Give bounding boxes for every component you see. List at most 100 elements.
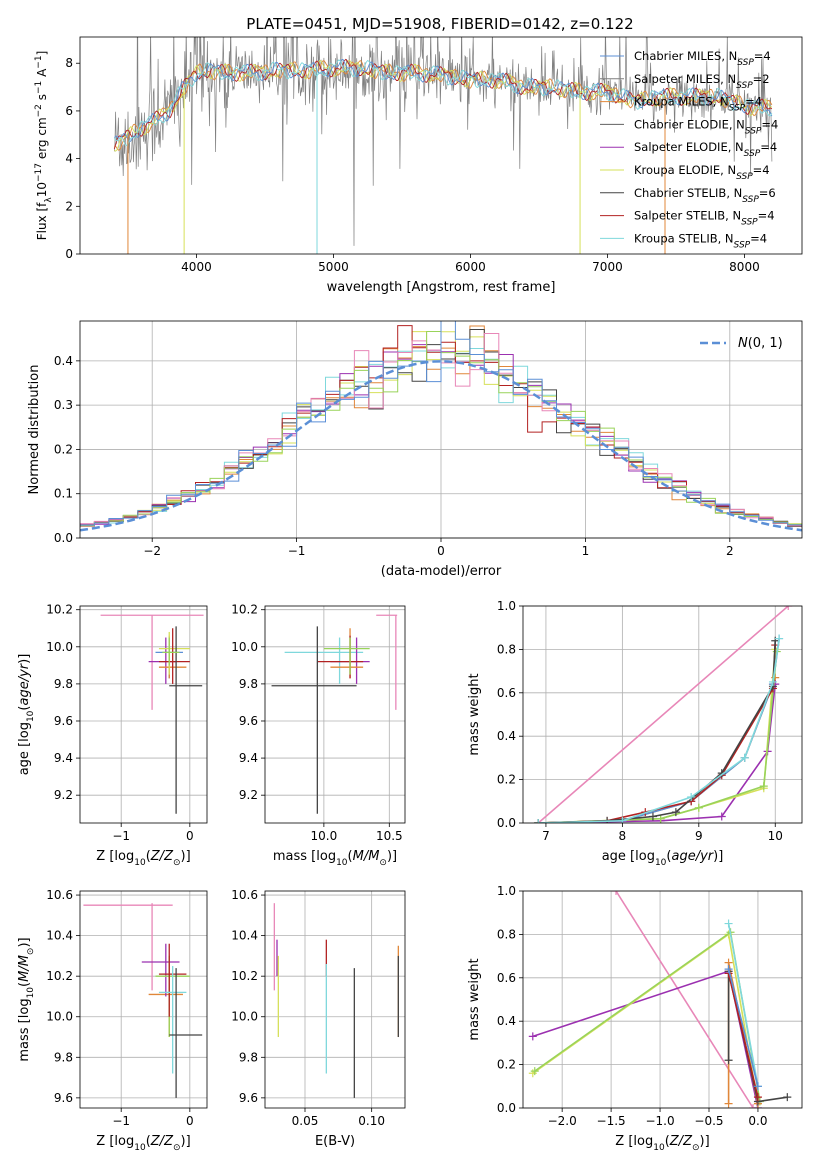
mass_weight_vs_Z-series: [615, 891, 754, 1108]
mass_weight_vs_age-ylabel: mass weight: [467, 673, 482, 755]
mass_vs_Z-grid: [80, 891, 207, 1108]
y-tick-label: 1.0: [497, 884, 516, 898]
mass_weight_vs_age-lines: [534, 606, 793, 823]
spectrum-model-salpeter_stelib: [113, 58, 773, 150]
mass_weight_vs_age-marker: [784, 606, 793, 610]
x-tick-label: 7000: [592, 260, 623, 274]
label-part: Z/Z: [150, 849, 174, 864]
label-part: (: [17, 706, 32, 711]
residual-hist-chabrier_miles: [80, 321, 802, 529]
label-part: )]: [387, 849, 397, 864]
x-tick-label: 10: [768, 829, 783, 843]
mass_vs_EBV-axes: 0.05 0.10 9.6 9.8 10.0 10.2 10.4 10.6: [231, 888, 405, 1128]
label-part: Chabrier STELIB, N: [634, 186, 742, 200]
label-part: ⊙: [26, 948, 36, 956]
label-part: Z/Z: [150, 1134, 174, 1149]
mass_weight_vs_age-series: [538, 638, 780, 823]
label-part: Z [: [96, 849, 114, 864]
label-part: )]: [713, 849, 723, 864]
y-tick-label: 0.8: [497, 927, 516, 941]
mass_vs_EBV-points: [273, 903, 399, 1098]
residuals-ylabel: Normed distribution: [27, 365, 42, 495]
mass_weight_vs_Z-marker: [724, 1056, 733, 1065]
mass_weight_vs_Z-marker: [724, 919, 733, 928]
y-tick-label: 0.2: [497, 1058, 516, 1072]
label-part: Salpeter ELODIE, N: [634, 140, 744, 154]
x-tick-label: 0.10: [358, 1114, 385, 1128]
label-part: erg cm: [35, 117, 49, 163]
label-part: =4: [758, 209, 775, 223]
y-tick-label: 9.6: [54, 1091, 73, 1105]
mass_weight_vs_Z-marker: [612, 891, 620, 895]
label-part: s: [35, 94, 49, 104]
mass_weight_vs_age-marker: [768, 677, 777, 686]
label-part: )]: [17, 937, 32, 947]
y-tick-label: 0.0: [497, 1101, 516, 1115]
label-part: SSP: [734, 240, 751, 250]
y-tick-label: 9.6: [239, 1091, 258, 1105]
label-part: SSP: [745, 126, 762, 136]
label-part: Z [: [96, 1134, 114, 1149]
x-tick-label: 0: [186, 1114, 194, 1128]
label-part: (: [146, 1134, 151, 1149]
label-part: Kroupa STELIB, N: [634, 231, 734, 245]
label-part: −2: [34, 104, 44, 117]
mass_weight_vs_age-marker: [775, 634, 784, 643]
y-tick-label: 8: [65, 56, 73, 70]
label-part: log: [633, 1134, 653, 1149]
label-part: M/M: [353, 849, 380, 864]
mass_weight_vs_Z-ticks: −2.0 −1.5 −1.0 −0.5 0.0 0.0 0.2 0.4 0.6 0.8 1.0: [497, 884, 768, 1128]
label-part: Salpeter STELIB, N: [634, 209, 741, 223]
mass_weight_vs_age-marker: [694, 803, 703, 812]
label-part: −17: [34, 163, 44, 182]
label-part: =4: [760, 140, 777, 154]
x-tick-label: 0: [437, 544, 445, 558]
y-tick-label: 2: [65, 199, 73, 213]
label-part: =4: [761, 117, 778, 131]
label-part: 10: [134, 1143, 146, 1153]
mass_weight_vs_age-marker: [534, 819, 543, 823]
x-tick-label: −2.0: [548, 1114, 577, 1128]
label-part: N: [738, 336, 748, 351]
age_vs_mass-grid: [265, 606, 405, 823]
y-tick-label: 10.2: [46, 603, 73, 617]
label-part: (: [666, 849, 671, 864]
label-part: Kroupa MILES, N: [634, 95, 729, 109]
label-part: (: [146, 849, 151, 864]
legend-entry: N(0, 1): [738, 336, 783, 351]
x-tick-label: −0.5: [694, 1114, 723, 1128]
spectrum-model-kroupa_stelib: [113, 59, 773, 147]
age_vs_Z-xlabel: Z [log10(Z/Z⊙)]: [96, 849, 190, 868]
label-part: age [: [602, 849, 635, 864]
label-part: 10: [26, 987, 36, 999]
x-tick-label: 8: [619, 829, 627, 843]
y-tick-label: 0.6: [497, 686, 516, 700]
y-tick-label: 10.6: [231, 888, 258, 902]
label-part: ⊙: [173, 858, 181, 868]
age_vs_Z-frame: [79, 605, 208, 824]
y-tick-label: 0.4: [54, 354, 73, 368]
label-part: SSP: [744, 149, 761, 159]
mass_weight_vs_age-marker: [740, 753, 749, 762]
y-tick-label: 10.2: [231, 603, 258, 617]
legend-entry: Chabrier STELIB, NSSP=6: [634, 186, 776, 205]
label-part: A: [35, 68, 49, 81]
label-part: Kroupa ELODIE, N: [634, 163, 736, 177]
legend-entry: Salpeter MILES, NSSP=2: [634, 72, 770, 91]
y-tick-label: 0.6: [497, 971, 516, 985]
label-part: log: [635, 849, 655, 864]
x-tick-label: 9: [695, 829, 703, 843]
label-part: Z/Z: [669, 1134, 693, 1149]
x-tick-label: −1.0: [645, 1114, 674, 1128]
label-part: Flux [f: [35, 202, 49, 240]
y-tick-label: 0.1: [54, 487, 73, 501]
label-part: 10: [653, 1143, 665, 1153]
mass_weight_vs_Z-marker: [530, 1067, 539, 1076]
mass_weight_vs_age-marker: [618, 816, 627, 823]
y-tick-label: 0: [65, 247, 73, 261]
mass_vs_Z-points: [83, 903, 203, 1098]
mass_vs_EBV-frame: [264, 890, 406, 1109]
label-part: age/yr: [17, 662, 32, 705]
